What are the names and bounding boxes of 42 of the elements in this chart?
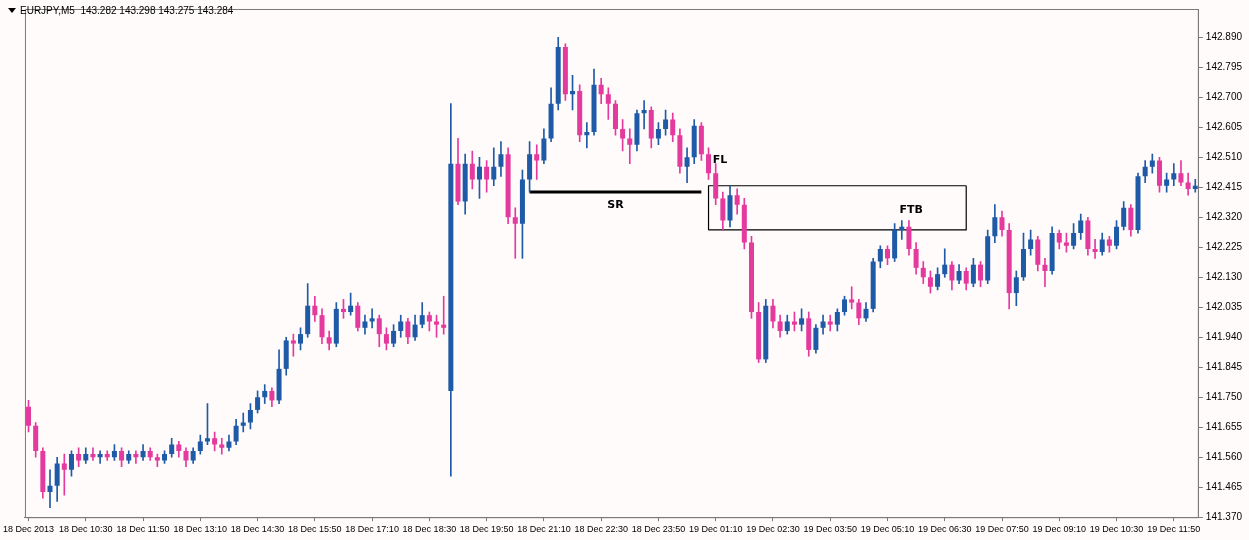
y-tick-label: 142.795 xyxy=(1205,61,1243,73)
x-tick-label: 18 Dec 13:10 xyxy=(173,524,228,535)
x-tick-label: 19 Dec 06:30 xyxy=(917,524,972,535)
x-tick-label: 19 Dec 03:50 xyxy=(803,524,857,535)
y-tick-label: 141.940 xyxy=(1205,331,1243,343)
annotation: FTB xyxy=(899,202,923,216)
x-tick-label: 19 Dec 10:30 xyxy=(1089,524,1144,535)
y-tick-label: 142.605 xyxy=(1205,121,1243,133)
y-tick-label: 142.225 xyxy=(1205,241,1243,253)
y-tick-label: 142.415 xyxy=(1205,181,1243,193)
y-tick-label: 142.130 xyxy=(1205,271,1243,283)
x-tick-label: 18 Dec 21:10 xyxy=(517,524,571,535)
y-tick-label: 142.700 xyxy=(1205,91,1243,103)
annotation: FL xyxy=(712,153,728,167)
y-tick-label: 141.655 xyxy=(1205,420,1243,432)
chart-title: EURJPY,M5 143.282 143.298 143.275 143.284 xyxy=(20,5,234,16)
x-tick-label: 18 Dec 14:30 xyxy=(230,524,285,535)
x-tick-label: 19 Dec 09:10 xyxy=(1032,524,1087,535)
x-tick-label: 18 Dec 11:50 xyxy=(116,524,170,535)
x-tick-label: 18 Dec 22:30 xyxy=(574,524,628,535)
x-tick-label: 19 Dec 11:50 xyxy=(1147,524,1201,535)
y-tick-label: 141.750 xyxy=(1205,391,1243,402)
series-label: SR xyxy=(607,197,625,211)
x-tick-label: 19 Dec 01:10 xyxy=(688,524,743,535)
y-tick-label: 141.845 xyxy=(1205,361,1243,373)
x-tick-label: 19 Dec 02:30 xyxy=(746,524,800,535)
x-tick-label: 18 Dec 18:30 xyxy=(402,524,457,535)
x-tick-label: 18 Dec 2013 xyxy=(3,524,55,535)
x-tick-label: 18 Dec 17:10 xyxy=(345,524,399,535)
x-tick-label: 18 Dec 10:30 xyxy=(59,524,113,535)
y-tick-label: 142.890 xyxy=(1205,31,1243,43)
y-tick-label: 142.320 xyxy=(1205,211,1243,223)
y-tick-label: 142.510 xyxy=(1205,151,1243,163)
x-tick-label: 18 Dec 23:50 xyxy=(631,524,686,535)
y-tick-label: 141.370 xyxy=(1205,510,1243,522)
y-tick-label: 141.465 xyxy=(1205,480,1243,492)
x-tick-label: 19 Dec 05:10 xyxy=(860,524,915,535)
y-tick-label: 141.560 xyxy=(1205,450,1243,462)
x-tick-label: 19 Dec 07:50 xyxy=(975,524,1029,535)
y-tick-label: 142.035 xyxy=(1205,301,1243,313)
x-tick-label: 18 Dec 19:50 xyxy=(459,524,514,535)
x-tick-label: 18 Dec 15:50 xyxy=(288,524,342,535)
